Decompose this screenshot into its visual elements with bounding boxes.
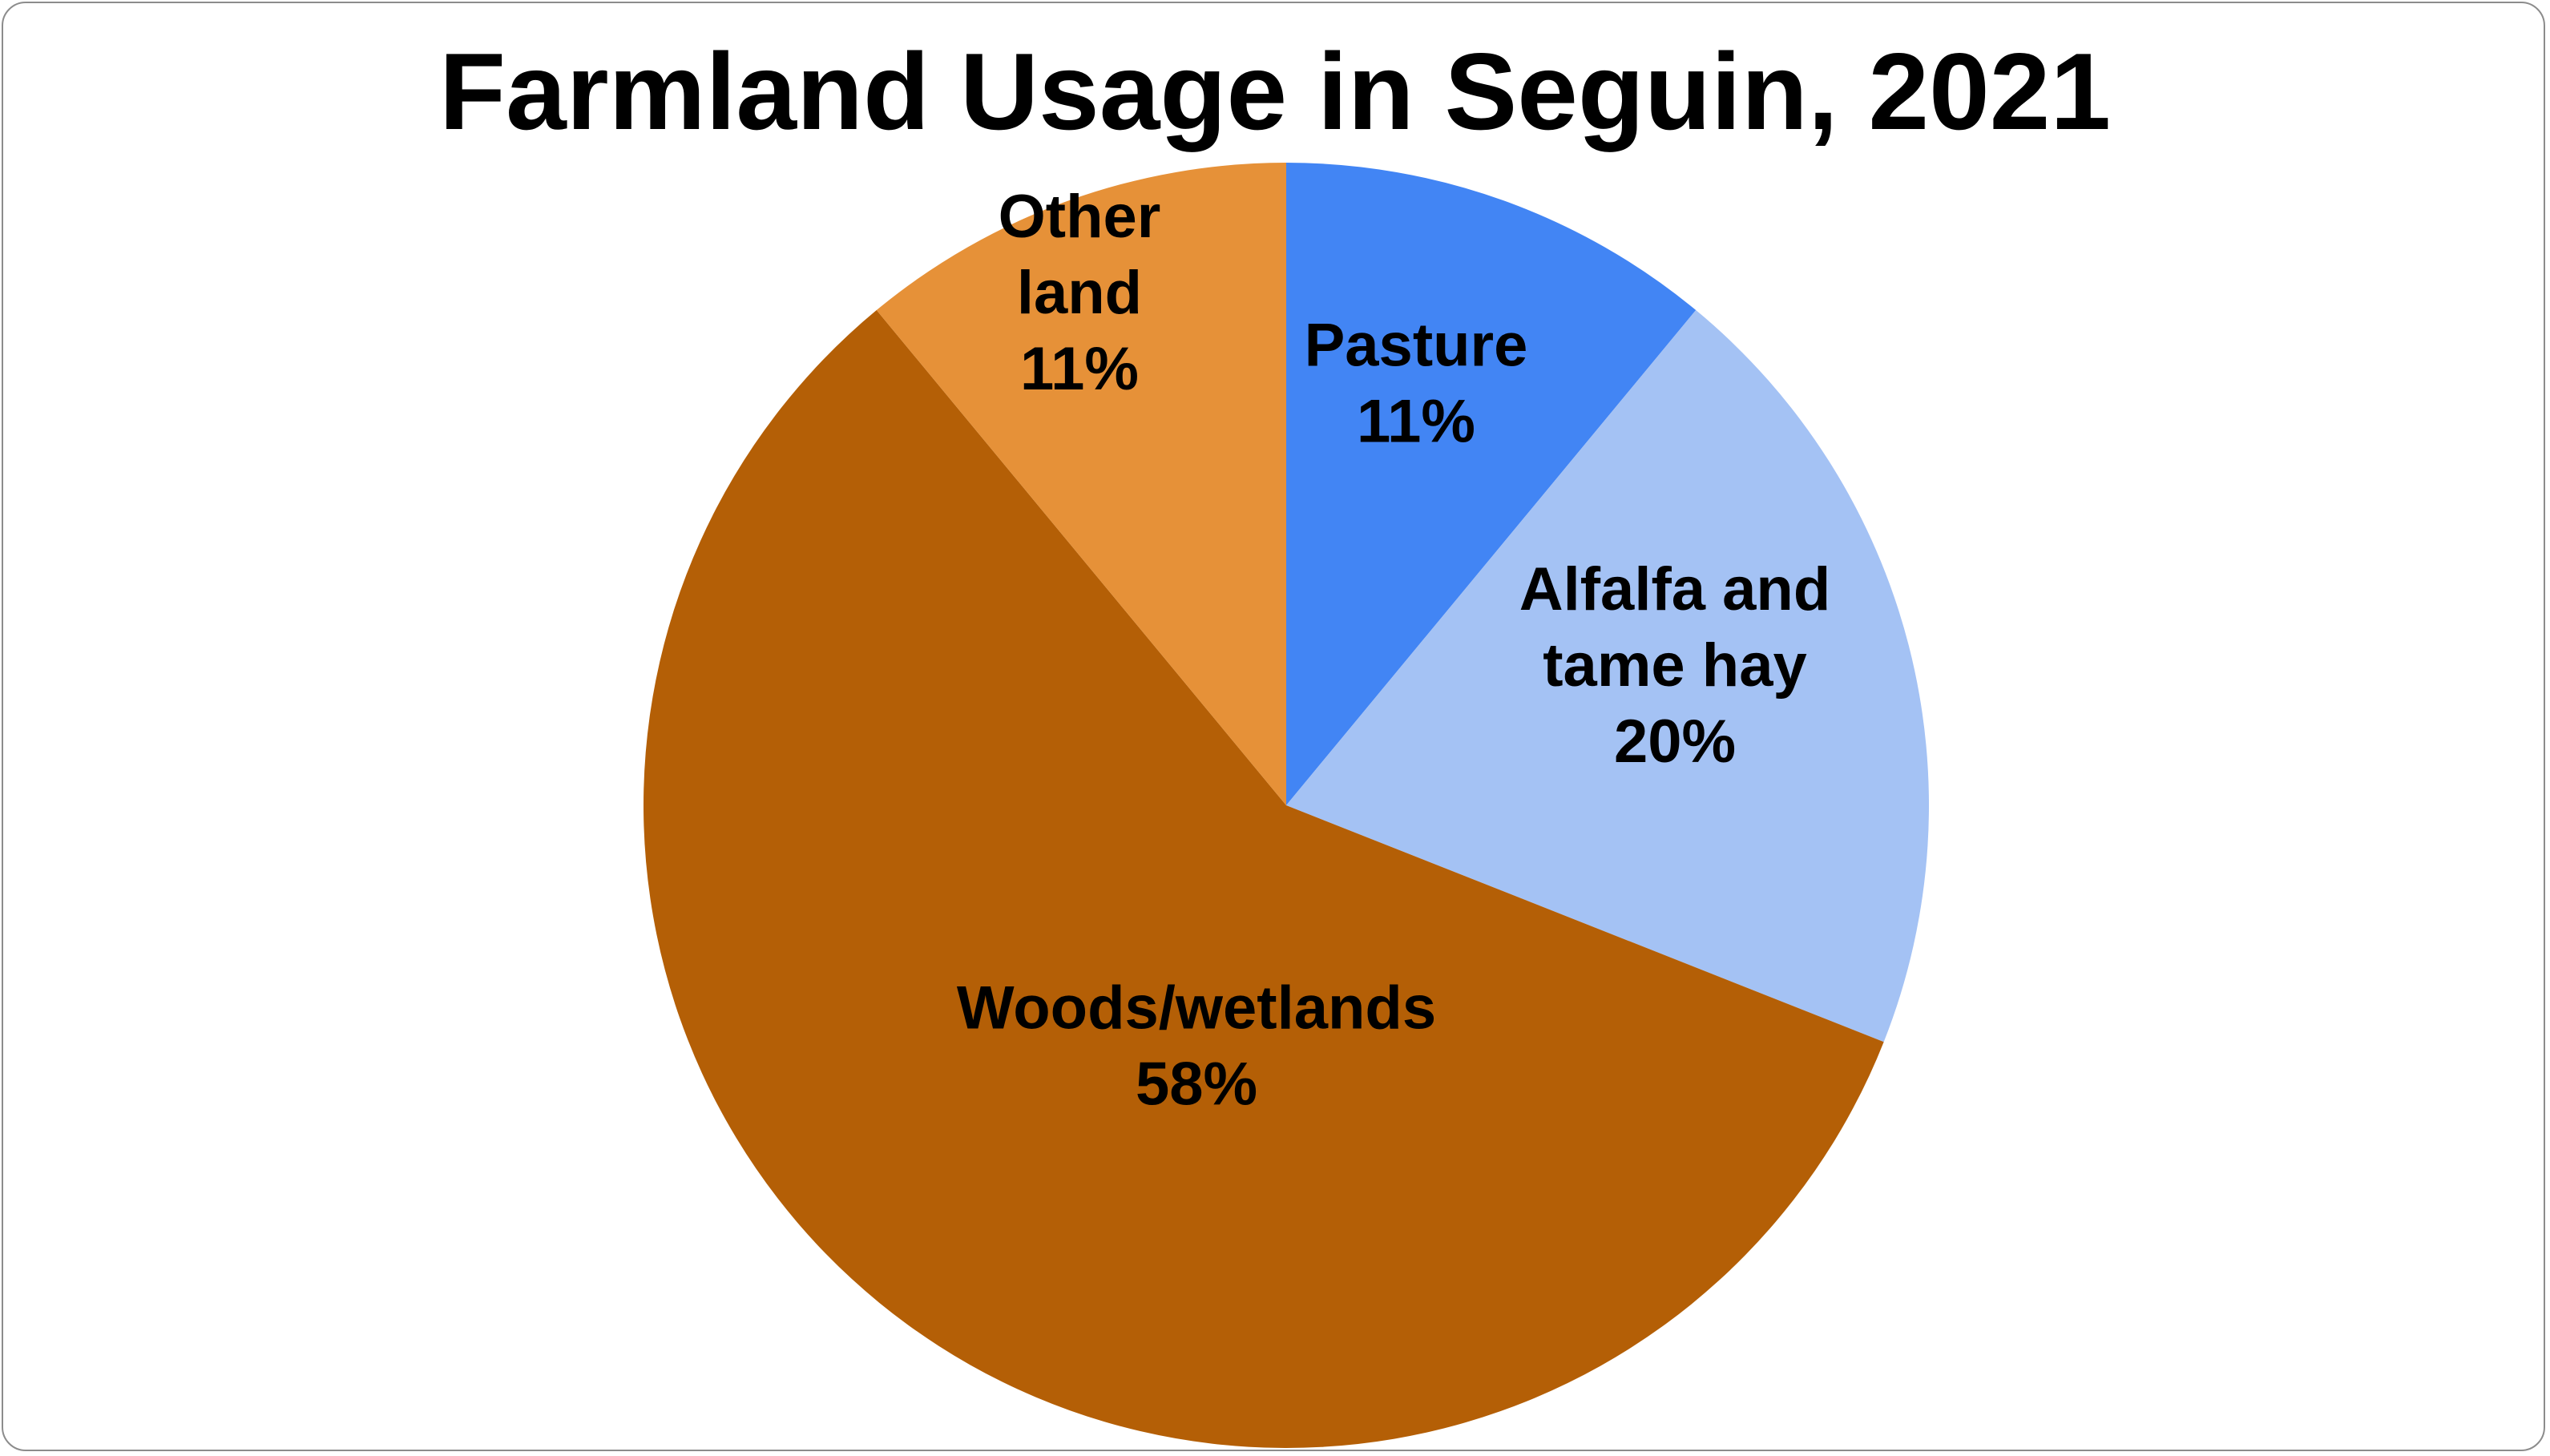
pie-slice-alfalfa-and-tame-hay — [1286, 310, 1929, 1043]
slice-label-line: tame hay — [1543, 631, 1807, 700]
slice-label: Woods/wetlands 58% — [957, 974, 1436, 1119]
slice-label-line: Alfalfa and — [1519, 555, 1831, 623]
slice-label-line: 11% — [1020, 335, 1139, 403]
slice-label-line: 20% — [1614, 708, 1736, 776]
slice-label-line: 11% — [1357, 388, 1475, 456]
slice-label: Other land 11% — [999, 183, 1161, 403]
slice-label-line: land — [1017, 259, 1142, 327]
slice-label-line: 58% — [1136, 1051, 1257, 1119]
pie-slice-woods-wetlands — [643, 310, 1884, 1449]
chart-title: Farmland Usage in Seguin, 2021 — [438, 30, 2112, 152]
slice-label: Alfalfa and tame hay 20% — [1519, 555, 1831, 776]
slice-label-line: Pasture — [1305, 312, 1528, 380]
pie-slices — [643, 163, 1929, 1449]
pie-slice-other-land — [876, 163, 1286, 805]
slice-label: Pasture 11% — [1305, 312, 1528, 456]
slice-label-line: Woods/wetlands — [957, 974, 1436, 1043]
slice-label-line: Other — [999, 183, 1161, 251]
pie-labels: Pasture 11% Alfalfa and tame hay 20% Woods/we… — [957, 183, 1830, 1119]
pie-slice-pasture — [1286, 163, 1697, 805]
